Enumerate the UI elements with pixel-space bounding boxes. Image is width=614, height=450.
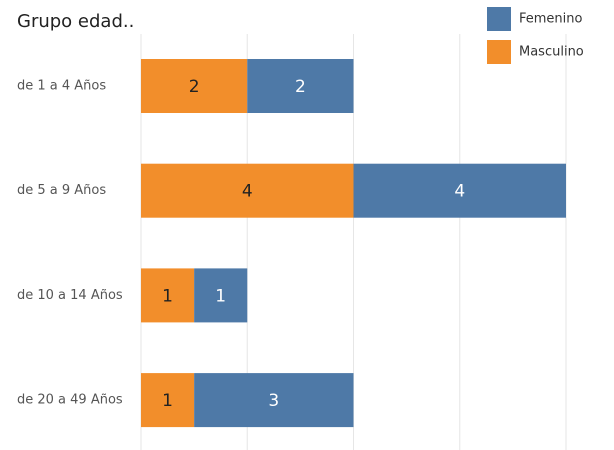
legend-swatch [487, 40, 511, 64]
legend-swatch [487, 7, 511, 31]
bar-segment [141, 373, 195, 428]
y-tick-label: de 10 a 14 Años [17, 288, 123, 303]
data-label: 1 [162, 391, 173, 411]
data-label: 3 [268, 391, 279, 411]
y-tick-label: de 20 a 49 Años [17, 393, 123, 408]
chart-title: Grupo edad.. [17, 11, 134, 32]
data-label: 1 [162, 286, 173, 306]
legend-label: Femenino [519, 12, 583, 27]
data-label: 2 [189, 77, 200, 97]
data-label: 4 [454, 182, 465, 202]
bar-segment [141, 59, 248, 113]
y-tick-label: de 5 a 9 Años [17, 183, 106, 198]
bar-segment [247, 59, 354, 113]
y-tick-label: de 1 a 4 Años [17, 79, 106, 94]
bar-segment [353, 163, 566, 218]
data-label: 1 [215, 286, 226, 306]
legend-label: Masculino [519, 45, 584, 60]
data-label: 4 [242, 182, 253, 202]
data-label: 2 [295, 77, 306, 97]
bar-segment [141, 163, 354, 218]
bar-segment [141, 268, 195, 323]
bar-segment [194, 268, 248, 323]
bar-segment [194, 373, 354, 428]
